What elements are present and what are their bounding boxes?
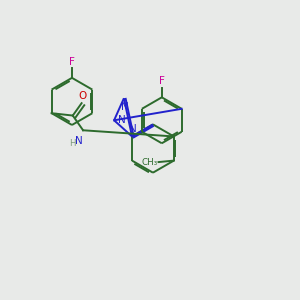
Text: N: N xyxy=(75,136,83,146)
Text: N: N xyxy=(121,102,128,112)
Text: F: F xyxy=(159,76,165,86)
Text: F: F xyxy=(69,57,75,67)
Text: H: H xyxy=(69,139,75,148)
Text: CH₃: CH₃ xyxy=(141,158,158,166)
Text: O: O xyxy=(79,91,87,101)
Text: N: N xyxy=(129,124,136,134)
Text: N: N xyxy=(118,115,126,125)
